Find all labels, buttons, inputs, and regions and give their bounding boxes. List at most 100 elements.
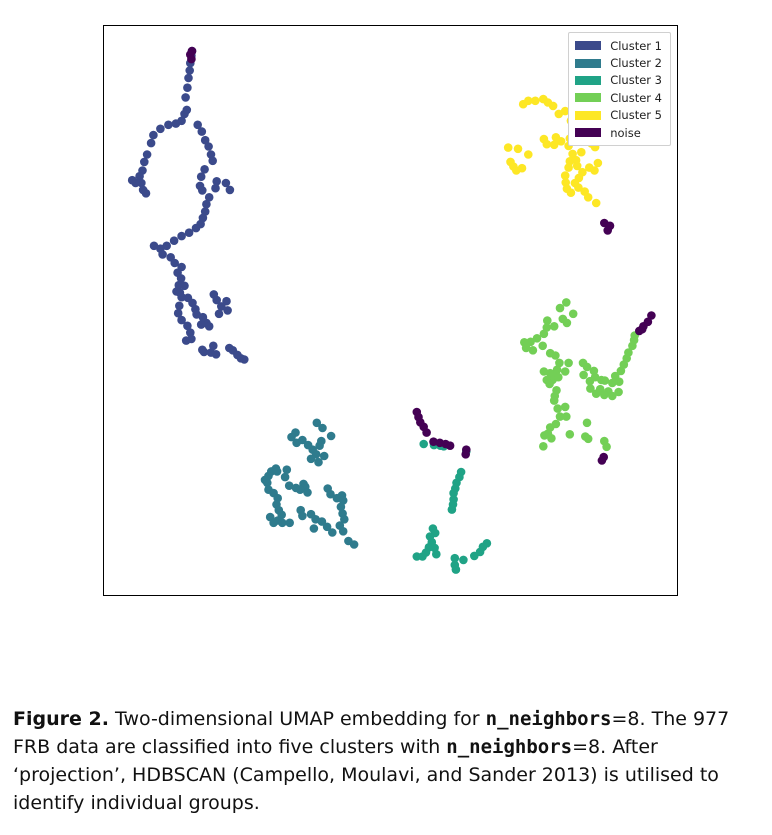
point-cluster-5-7 [560,106,570,116]
point-cluster-2-36 [285,518,294,528]
point-cluster-1-24 [193,120,202,130]
point-cluster-2-57 [349,540,359,549]
point-cluster-1-38 [204,193,214,202]
point-cluster-5-40 [503,143,513,152]
legend-swatch-noise [575,128,602,138]
point-cluster-1-63 [173,308,183,318]
point-cluster-1-12 [156,124,165,134]
point-cluster-1-62 [175,301,184,311]
legend-swatch-cluster-5 [575,110,602,120]
legend-label-cluster-4: Cluster 4 [610,90,662,105]
point-cluster-5-39 [513,144,523,154]
point-cluster-4-36 [547,434,556,443]
point-cluster-2-38 [269,518,278,528]
point-cluster-4-51 [586,384,595,393]
point-cluster-5-38 [524,150,533,159]
point-cluster-1-4 [184,73,193,83]
point-cluster-1-13 [149,130,158,140]
point-cluster-1-18 [135,171,144,181]
point-cluster-4-32 [555,412,565,421]
point-cluster-1-34 [212,177,221,186]
series-cluster-4 [520,298,639,452]
point-cluster-1-33 [198,186,207,195]
legend-label-cluster-2: Cluster 2 [610,56,662,71]
point-cluster-4-0 [562,298,571,307]
legend-item-cluster-3: Cluster 3 [575,72,662,89]
point-cluster-4-50 [591,389,601,399]
point-cluster-3-30 [482,539,492,548]
point-cluster-1-55 [176,274,186,283]
point-cluster-1-46 [169,236,179,245]
point-cluster-2-17 [272,467,282,476]
point-cluster-1-50 [158,250,167,259]
point-cluster-2-40 [298,511,307,521]
point-cluster-4-28 [549,396,559,405]
point-cluster-5-5 [548,101,558,111]
point-cluster-1-27 [204,142,213,151]
point-cluster-5-22 [577,147,586,157]
point-noise-21 [445,441,455,451]
point-cluster-2-55 [338,527,348,536]
point-cluster-2-27 [303,488,312,497]
point-cluster-1-11 [164,120,173,130]
point-cluster-4-29 [553,404,562,413]
series-cluster-1 [127,46,249,364]
point-cluster-1-37 [225,185,235,195]
point-cluster-3-23 [450,553,460,563]
legend-item-cluster-5: Cluster 5 [575,107,662,124]
point-cluster-4-6 [539,329,549,339]
legend-label-cluster-5: Cluster 5 [610,108,662,123]
point-cluster-1-65 [183,321,192,331]
point-cluster-2-43 [317,517,327,526]
point-cluster-1-44 [184,228,194,237]
point-cluster-5-45 [560,171,570,180]
point-cluster-5-36 [583,193,593,202]
point-cluster-4-39 [565,430,575,439]
legend-swatch-cluster-2 [575,58,602,68]
series-noise [186,46,656,465]
point-cluster-4-1 [555,303,565,313]
point-cluster-1-80 [180,281,189,291]
point-cluster-1-90 [240,355,249,364]
point-cluster-1-31 [196,172,206,181]
point-cluster-4-12 [538,341,547,351]
point-cluster-4-3 [543,316,552,325]
point-cluster-4-71 [582,418,592,428]
point-cluster-1-30 [200,165,209,174]
point-cluster-4-22 [564,358,573,368]
figure-label: Figure 2. [13,708,109,730]
point-cluster-4-10 [521,343,531,353]
caption-code-1: n_neighbors [485,708,612,730]
legend-item-cluster-2: Cluster 2 [575,54,662,71]
point-cluster-4-43 [602,442,611,452]
point-cluster-2-47 [326,489,335,499]
point-cluster-2-44 [309,524,319,533]
point-cluster-5-29 [593,158,603,168]
point-cluster-2-51 [336,502,346,512]
point-cluster-5-34 [574,183,583,192]
point-cluster-5-18 [542,139,552,149]
legend-item-noise: noise [575,124,662,141]
point-cluster-1-52 [170,258,179,268]
point-cluster-2-26 [295,485,305,495]
point-cluster-2-2 [326,431,336,441]
point-cluster-1-5 [183,83,192,92]
figure-caption: Figure 2. Two-dimensional UMAP embedding… [13,705,761,817]
point-cluster-4-37 [540,431,549,440]
point-cluster-1-70 [212,295,221,305]
point-cluster-5-25 [564,163,573,172]
point-cluster-5-44 [517,163,527,173]
point-noise-23 [461,450,471,459]
point-cluster-2-9 [298,435,307,445]
point-cluster-1-16 [140,157,149,167]
point-cluster-4-4 [549,322,559,331]
scatter-plot-frame: Cluster 1 Cluster 2 Cluster 3 Cluster 4 … [103,25,678,596]
point-cluster-2-7 [287,432,296,442]
point-cluster-5-27 [572,161,582,171]
point-cluster-3-3 [419,439,429,449]
point-cluster-5-15 [551,133,561,142]
point-cluster-4-38 [539,442,548,451]
point-cluster-1-29 [208,156,217,166]
point-cluster-4-11 [528,346,538,355]
point-cluster-1-77 [196,320,206,329]
